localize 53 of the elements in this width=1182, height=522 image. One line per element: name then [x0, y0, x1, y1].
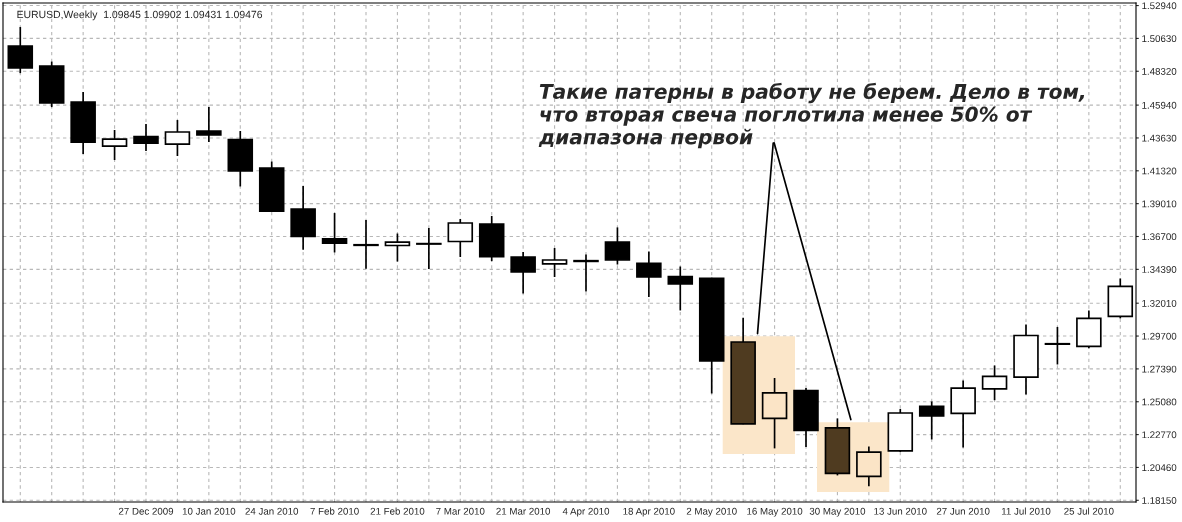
- candlestick: [353, 219, 379, 270]
- candlestick: [636, 250, 662, 298]
- candlestick: [510, 251, 536, 295]
- y-tick-label: 1.22770: [1142, 431, 1177, 439]
- candlestick: [541, 247, 568, 278]
- x-tick-label: 7 Feb 2010: [310, 507, 359, 515]
- y-tick-label: 1.27390: [1142, 365, 1177, 373]
- candlestick: [133, 123, 159, 152]
- x-tick-label: 11 Jul 2010: [1001, 507, 1051, 515]
- candlestick: [573, 253, 599, 293]
- x-tick-label: 10 Jan 2010: [182, 507, 236, 515]
- candlestick: [7, 26, 34, 74]
- x-tick-label: 7 Mar 2010: [436, 507, 485, 515]
- candlestick: [321, 212, 348, 254]
- candlestick: [416, 227, 442, 270]
- x-tick-label: 4 Apr 2010: [562, 507, 610, 517]
- x-tick-label: 24 Jan 2010: [245, 507, 299, 515]
- candlestick: [384, 232, 411, 263]
- y-tick-label: 1.39010: [1142, 200, 1177, 208]
- candlestick: [196, 106, 222, 143]
- y-tick-label: 1.41320: [1142, 167, 1177, 175]
- x-tick-label: 25 Jul 2010: [1064, 507, 1114, 515]
- candlestick: [604, 226, 631, 266]
- candlestick: [918, 400, 945, 441]
- x-tick-label: 2 May 2010: [686, 507, 737, 517]
- y-tick-label: 1.50630: [1142, 35, 1177, 43]
- y-tick-label: 1.18150: [1142, 497, 1177, 504]
- x-tick-label: 30 May 2010: [809, 507, 866, 517]
- x-tick-label: 21 Feb 2010: [370, 507, 425, 515]
- x-tick-label: 21 Mar 2010: [496, 507, 551, 515]
- y-tick-label: 1.29700: [1142, 332, 1177, 340]
- x-tick-label: 16 May 2010: [747, 507, 803, 517]
- annotation: Такие патерны в работу не берем. Дело в том, что вторая свеча поглотила менее 50% от диапазона первой: [538, 82, 1085, 149]
- y-tick-label: 1.45940: [1142, 101, 1177, 109]
- candlestick: [447, 218, 474, 258]
- candlestick: [667, 265, 694, 312]
- text: EURUSD,Weekly 1.09845 1.09902 1.09431 1.09476: [17, 10, 263, 21]
- candlestick: [1044, 326, 1071, 366]
- y-tick-label: 1.43630: [1142, 134, 1177, 142]
- x-tick-label: 13 Jun 2010: [874, 507, 927, 515]
- y-tick-label: 1.34390: [1142, 266, 1177, 273]
- candlestick: [981, 364, 1008, 402]
- x-tick-label: 27 Jun 2010: [936, 507, 990, 515]
- x-tick-label: 27 Dec 2009: [118, 507, 174, 515]
- y-tick-label: 1.20460: [1142, 464, 1177, 472]
- candlestick: [164, 119, 191, 157]
- x-tick-label: 18 Apr 2010: [623, 507, 675, 517]
- y-tick-label: 1.48320: [1142, 67, 1177, 75]
- candlestick: [101, 129, 128, 161]
- y-tick-label: 1.52940: [1142, 2, 1177, 10]
- y-tick-label: 1.25080: [1142, 398, 1177, 406]
- y-tick-label: 1.32010: [1142, 299, 1177, 307]
- y-tick-label: 1.36700: [1142, 233, 1177, 241]
